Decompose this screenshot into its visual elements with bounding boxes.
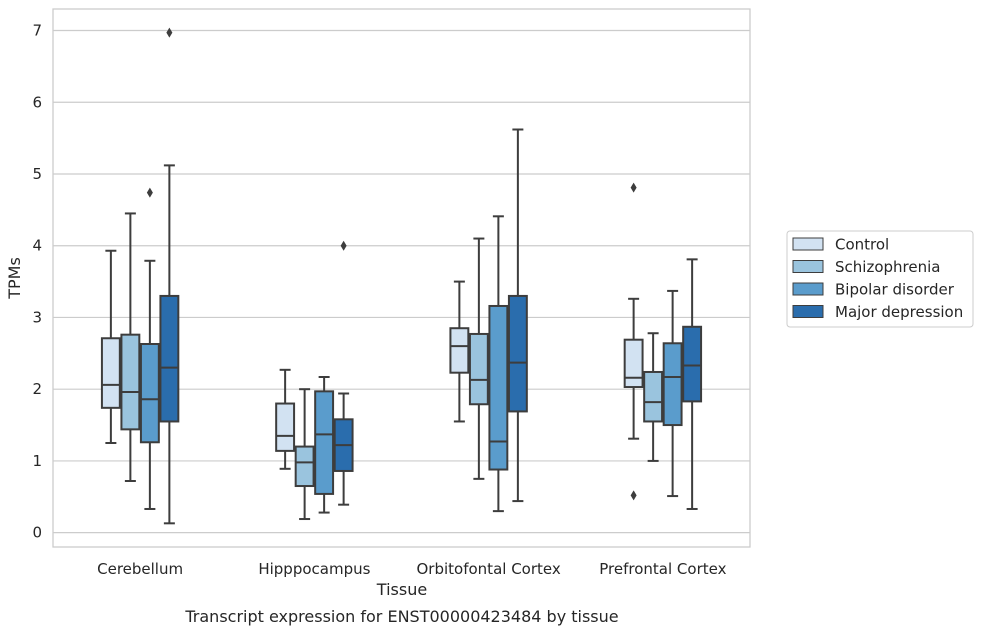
box-control [623, 182, 644, 501]
box-bipolar-disorder [662, 289, 683, 498]
y-tick-label: 7 [32, 22, 42, 40]
box-major-depression [333, 240, 354, 506]
chart-caption: Transcript expression for ENST0000042348… [184, 607, 618, 626]
box-bipolar-disorder [488, 215, 509, 513]
legend-frame [786, 230, 974, 328]
x-axis-label: Tissue [376, 580, 427, 599]
y-axis-label: TPMs [5, 257, 24, 300]
legend-label: Schizophrenia [835, 258, 940, 276]
iqr-box [507, 294, 528, 413]
legend-item: Control [792, 236, 889, 254]
y-tick-label: 2 [32, 380, 42, 398]
iqr-box [100, 337, 121, 409]
legend-item: Major depression [792, 303, 963, 321]
y-tick-label: 1 [32, 452, 42, 470]
iqr-box [314, 390, 335, 495]
box-schizophrenia [294, 388, 315, 521]
box-major-depression [159, 27, 180, 525]
iqr-box [488, 304, 509, 471]
x-tick-label: Hipppocampus [258, 560, 370, 578]
y-tick-label: 6 [32, 93, 42, 111]
x-tick-label: Cerebellum [97, 560, 183, 578]
plot-frame [52, 8, 751, 548]
iqr-box [294, 445, 315, 488]
legend-swatch [792, 282, 824, 296]
box-schizophrenia [468, 237, 489, 480]
outlier-point [166, 27, 173, 38]
y-tick-label: 0 [32, 524, 42, 542]
box-bipolar-disorder [139, 187, 160, 510]
iqr-box [449, 327, 470, 374]
iqr-box [682, 325, 703, 403]
iqr-box [120, 333, 141, 431]
iqr-box [139, 342, 160, 444]
legend-label: Control [835, 236, 889, 254]
box-schizophrenia [120, 212, 141, 483]
y-tick-label: 4 [32, 237, 42, 255]
legend-item: Bipolar disorder [792, 281, 955, 299]
outlier-point [340, 240, 347, 251]
y-tick-label: 5 [32, 165, 42, 183]
box-schizophrenia [643, 332, 664, 462]
outlier-point [630, 182, 637, 193]
iqr-box [643, 370, 664, 423]
legend: Control Schizophrenia Bipolar disorder Majo… [786, 230, 974, 328]
x-tick-labels: Cerebellum Hipppocampus Orbitofontal Corte… [97, 560, 726, 578]
gridlines [53, 29, 750, 534]
outlier-point [146, 187, 153, 198]
legend-item: Schizophrenia [792, 258, 940, 276]
y-tick-labels: 0 1 2 3 4 5 6 7 [32, 22, 42, 542]
x-tick-label: Orbitofontal Cortex [417, 560, 561, 578]
outlier-point [630, 490, 637, 501]
legend-label: Major depression [835, 303, 963, 321]
box-control [449, 280, 470, 423]
box-control [275, 368, 296, 470]
iqr-box [662, 342, 683, 427]
iqr-box [468, 332, 489, 406]
x-tick-label: Prefrontal Cortex [599, 560, 726, 578]
legend-swatch [792, 237, 824, 251]
box-control [100, 249, 121, 444]
boxes [100, 27, 703, 525]
box-major-depression [682, 258, 703, 510]
legend-swatch [792, 260, 824, 273]
iqr-box [623, 338, 644, 389]
box-bipolar-disorder [314, 375, 335, 514]
iqr-box [159, 294, 180, 423]
y-tick-label: 3 [32, 308, 42, 326]
box-major-depression [507, 128, 528, 503]
legend-label: Bipolar disorder [835, 281, 955, 299]
iqr-box [275, 402, 296, 452]
legend-swatch [792, 305, 824, 318]
